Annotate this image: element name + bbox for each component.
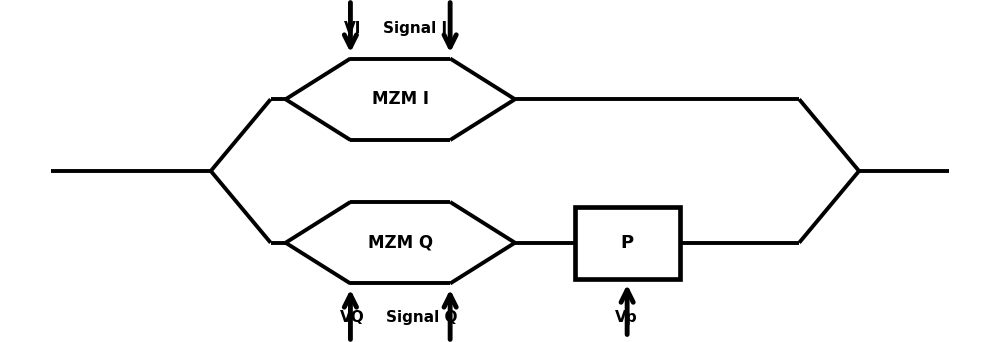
Text: P: P (620, 234, 633, 252)
Text: MZM Q: MZM Q (368, 234, 433, 252)
Text: VQ: VQ (340, 310, 365, 325)
Text: MZM I: MZM I (372, 90, 429, 108)
Bar (575, 207, 680, 279)
Text: Signal I: Signal I (383, 21, 447, 36)
Text: Vp: Vp (615, 310, 638, 325)
Text: VI: VI (344, 21, 361, 36)
Text: Signal Q: Signal Q (386, 310, 458, 325)
